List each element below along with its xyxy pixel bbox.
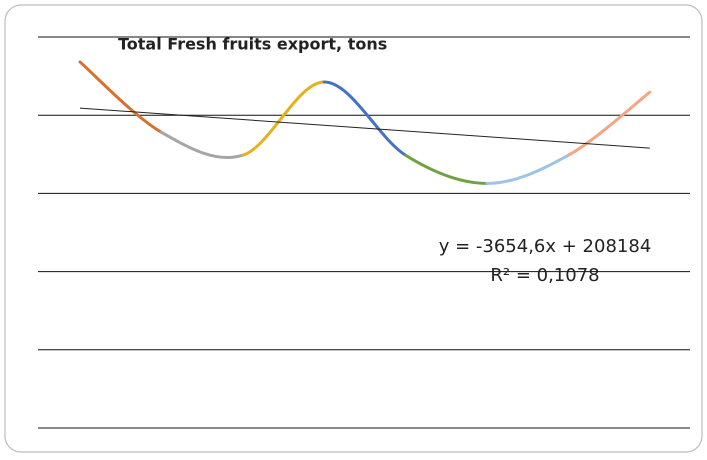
- line-segment: [241, 80, 326, 157]
- plot: [78, 60, 652, 185]
- trendline-r-squared: R² = 0,1078: [490, 265, 599, 286]
- line-segment: [485, 153, 570, 185]
- chart-frame: [4, 4, 703, 453]
- line-segment: [322, 80, 408, 157]
- line-segment: [566, 90, 652, 157]
- line-segment: [78, 60, 163, 134]
- grid: [38, 36, 690, 429]
- line-segment: [404, 153, 489, 185]
- line-segment: [159, 130, 245, 160]
- chart-title: Total Fresh fruits export, tons: [118, 35, 387, 54]
- trendline-equation: y = -3654,6x + 208184: [439, 236, 652, 257]
- trendline: [79, 107, 650, 149]
